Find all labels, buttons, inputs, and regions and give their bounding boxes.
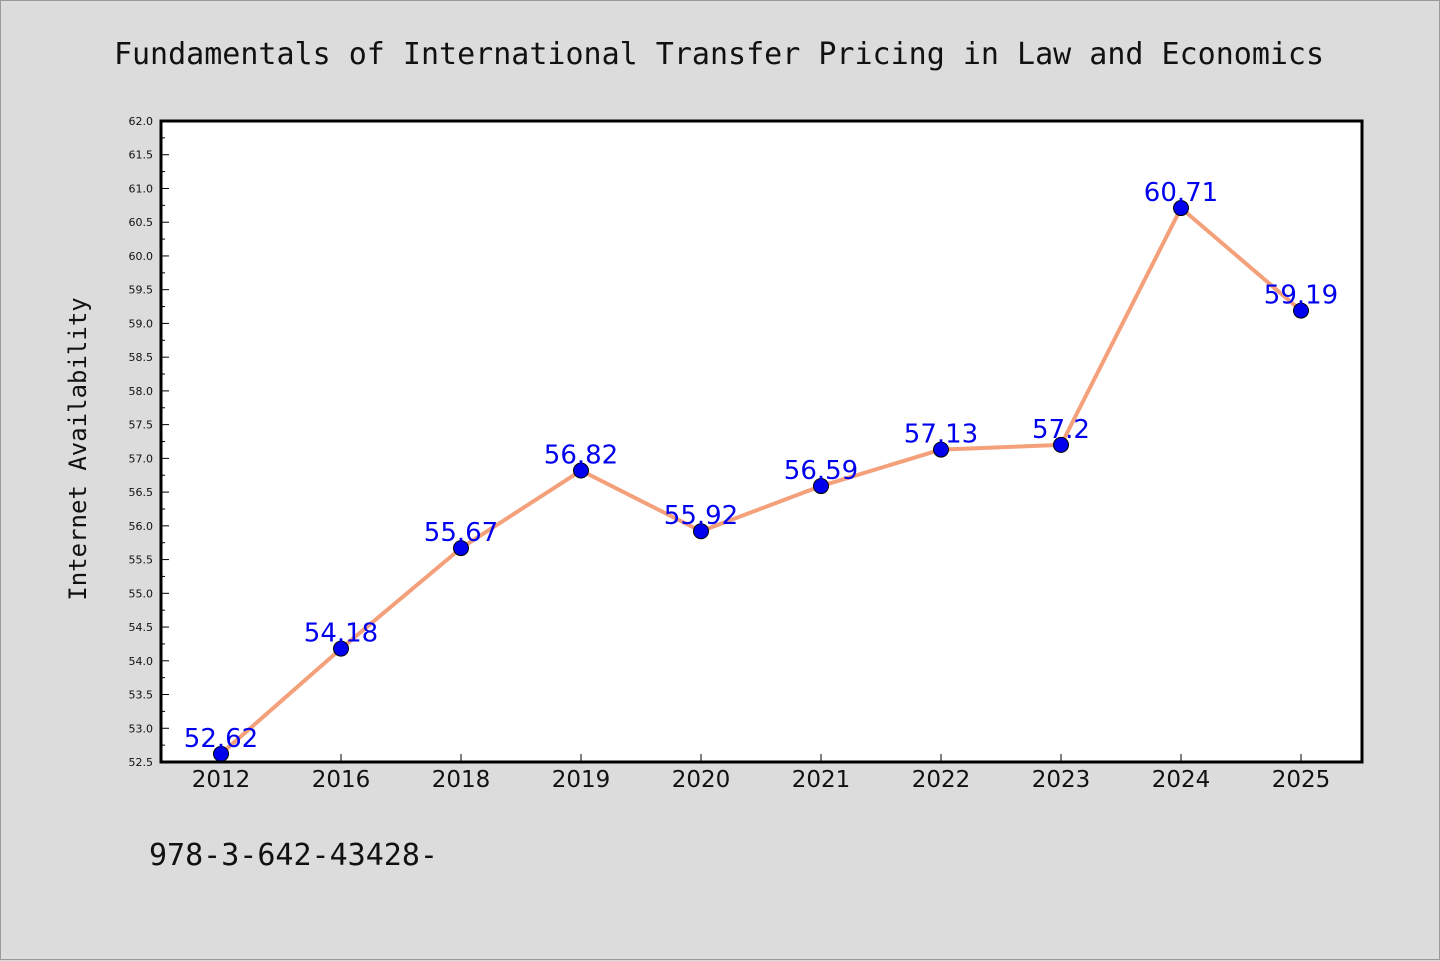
data-point: [813, 478, 829, 495]
x-tick-label: 2022: [912, 767, 971, 793]
x-tick-label: 2025: [1272, 767, 1331, 793]
data-point: [333, 640, 349, 657]
plot-border: [159, 119, 1364, 764]
y-axis-label: Internet Availability: [64, 297, 92, 600]
y-tick-label: 55.0: [129, 587, 154, 600]
data-point: [453, 540, 469, 557]
y-tick-label: 55.5: [129, 554, 154, 567]
y-tick-label: 59.5: [129, 284, 154, 297]
x-tick-label: 2020: [672, 767, 731, 793]
x-tick-label: 2012: [192, 767, 251, 793]
series-line: [219, 206, 1303, 756]
data-point: [933, 441, 949, 458]
data-label: 52.62: [184, 724, 258, 754]
data-label: 55.92: [664, 501, 738, 531]
y-tick-label: 54.5: [129, 621, 154, 634]
x-tick-label: 2019: [552, 767, 611, 793]
plot-area: [161, 121, 1362, 762]
y-tick-label: 54.0: [129, 655, 154, 668]
footer-text: 978-3-642-43428-: [149, 838, 438, 873]
y-tick-label: 56.0: [129, 520, 154, 533]
x-tick-label: 2024: [1152, 767, 1211, 793]
x-tick-label: 2018: [432, 767, 491, 793]
data-label: 59.19: [1264, 281, 1338, 311]
data-label: 55.67: [424, 518, 498, 548]
y-tick-label: 56.5: [129, 486, 154, 499]
x-tick-label: 2023: [1032, 767, 1091, 793]
data-point: [573, 462, 589, 479]
y-tick-label: 58.5: [129, 351, 154, 364]
data-label: 57.2: [1032, 415, 1090, 445]
data-label: 56.82: [544, 441, 618, 471]
x-tick-label: 2021: [792, 767, 851, 793]
y-tick-label: 59.0: [129, 317, 154, 330]
data-point: [693, 523, 709, 540]
data-label: 60.71: [1144, 178, 1218, 208]
y-tick-label: 58.0: [129, 385, 154, 398]
data-label: 54.18: [304, 619, 378, 649]
y-tick-label: 53.5: [129, 689, 154, 702]
chart-title: Fundamentals of International Transfer P…: [114, 37, 1324, 72]
y-tick-label: 57.0: [129, 452, 154, 465]
data-point: [1293, 302, 1309, 319]
y-tick-label: 61.0: [129, 182, 154, 195]
data-label: 56.59: [784, 456, 858, 486]
y-tick-label: 60.5: [129, 216, 154, 229]
y-tick-label: 52.5: [129, 756, 154, 769]
data-point: [1173, 200, 1189, 217]
x-tick-label: 2016: [312, 767, 371, 793]
y-tick-label: 53.0: [129, 722, 154, 735]
data-point: [1053, 436, 1069, 453]
y-tick-label: 62.0: [129, 115, 154, 128]
y-tick-label: 57.5: [129, 419, 154, 432]
y-tick-label: 61.5: [129, 149, 154, 162]
y-tick-label: 60.0: [129, 250, 154, 263]
data-label: 57.13: [904, 420, 978, 450]
